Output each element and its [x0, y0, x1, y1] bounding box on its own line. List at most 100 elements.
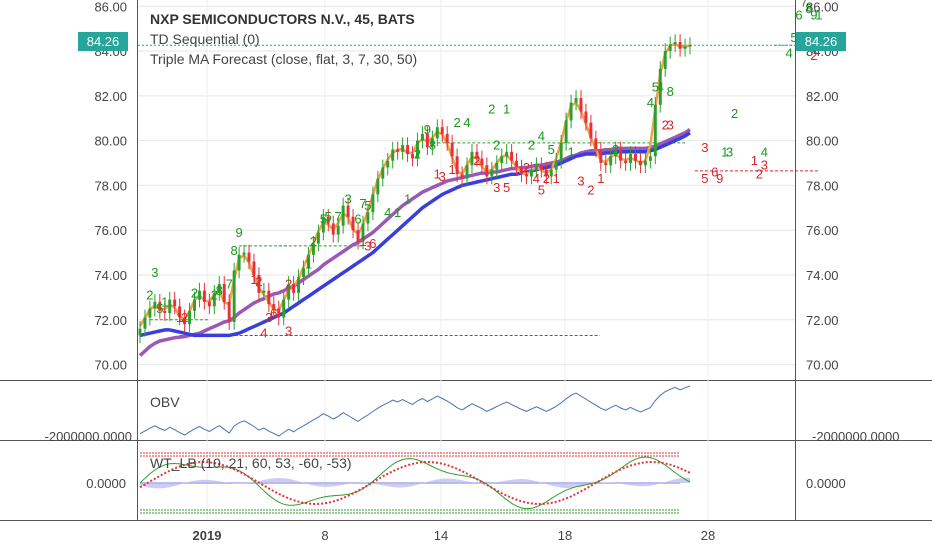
wt-pane — [139, 452, 691, 514]
candle-body — [485, 165, 489, 177]
candle-body — [549, 169, 553, 177]
td-count-label: 1 — [597, 171, 604, 186]
price-tick-right: 82.00 — [806, 89, 839, 104]
candle-body — [381, 167, 385, 179]
td-count-label: 4 — [463, 115, 470, 130]
obv-left-tick: -2000000.0000 — [45, 429, 132, 444]
td-count-label: 4 — [260, 326, 267, 341]
candle-body — [287, 283, 291, 300]
candle-body — [376, 178, 380, 195]
td-count-label: 2 — [191, 285, 198, 300]
candle-body — [311, 243, 315, 255]
candle-body — [663, 51, 667, 69]
td-count-label: 2 — [810, 48, 817, 63]
td-count-label: 7 — [335, 209, 342, 224]
td-count-label: 1 — [176, 310, 183, 325]
td-count-label: 5 — [320, 211, 327, 226]
candle-body — [455, 156, 459, 175]
candle-body — [316, 232, 320, 244]
candle-body — [297, 277, 301, 293]
last-price-right: 84.26 — [805, 34, 838, 49]
candle-body — [430, 138, 434, 148]
candle-body — [262, 290, 266, 293]
candle-body — [411, 154, 414, 159]
candle-body — [634, 154, 637, 161]
candle-body — [143, 317, 147, 329]
candle-body — [653, 104, 657, 157]
candle-body — [331, 223, 335, 235]
candle-body — [188, 310, 192, 325]
td-count-label: 3 — [364, 238, 371, 253]
td-count-label: 3 — [493, 180, 500, 195]
td-count-label: 2 — [528, 138, 535, 153]
td-count-label: 7 — [359, 196, 366, 211]
candle-body — [510, 151, 514, 161]
candle-body — [183, 317, 187, 325]
indicator-td-sequential[interactable]: TD Sequential (0) — [150, 31, 260, 47]
candle-body — [569, 102, 573, 121]
candle-body — [619, 149, 623, 161]
time-tick-label: 8 — [321, 528, 328, 543]
td-count-label: 6 — [369, 236, 376, 251]
candle-body — [178, 306, 182, 318]
td-count-label: 7 — [800, 0, 807, 9]
candle-body — [302, 268, 305, 278]
wt-left-tick: 0.0000 — [86, 476, 126, 491]
candle-body — [193, 299, 196, 311]
obv-label[interactable]: OBV — [150, 394, 180, 410]
price-tick-left: 76.00 — [94, 223, 127, 238]
candle-body — [683, 46, 687, 49]
td-count-label: 3 — [439, 169, 446, 184]
indicator-triple-ma[interactable]: Triple MA Forecast (close, flat, 3, 7, 3… — [150, 51, 417, 67]
candle-body — [257, 274, 261, 293]
td-count-label: 2 — [488, 102, 495, 117]
candle-body — [460, 174, 464, 179]
candle-body — [321, 216, 325, 233]
candle-body — [648, 156, 652, 161]
candle-body — [341, 205, 345, 226]
td-count-label: 9 — [424, 122, 431, 137]
candle-body — [292, 283, 296, 293]
candle-body — [163, 310, 167, 314]
candle-body — [336, 225, 340, 235]
candle-body — [624, 160, 628, 164]
td-count-label: 1 — [250, 272, 257, 287]
candle-body — [480, 158, 484, 166]
candle-body — [396, 149, 400, 152]
candle-body — [599, 149, 603, 164]
candle-body — [490, 169, 494, 177]
td-count-label: 1 — [305, 256, 312, 271]
td-count-label: 2 — [662, 117, 669, 132]
td-count-label: 2 — [146, 288, 153, 303]
td-count-label: 3 — [761, 158, 768, 173]
obv-right-tick: -2000000.0000 — [812, 429, 899, 444]
td-count-label: 3 — [726, 144, 733, 159]
td-count-label: 5 — [652, 79, 659, 94]
td-count-label: 1 — [359, 234, 366, 249]
td-count-label: 2 — [543, 171, 550, 186]
td-count-label: 3 — [151, 265, 158, 280]
price-tick-left: 80.00 — [94, 134, 127, 149]
td-count-label: 2 — [310, 234, 317, 249]
chart-title: NXP SEMICONDUCTORS N.V., 45, BATS — [150, 11, 415, 27]
wt-label[interactable]: WT_LB (10, 21, 60, 53, -60, -53) — [150, 455, 352, 471]
price-tick-left: 70.00 — [94, 358, 127, 373]
td-count-label: 4 — [538, 129, 545, 144]
candle-body — [371, 194, 375, 213]
time-tick-label: 18 — [558, 528, 572, 543]
td-count-label: 2 — [731, 106, 738, 121]
candle-body — [232, 270, 236, 323]
time-tick-label: 2019 — [193, 528, 222, 543]
candle-body — [525, 174, 528, 177]
td-count-label: 2 — [523, 160, 530, 175]
td-count-label: 1 — [404, 191, 411, 206]
candle-body — [391, 149, 395, 161]
td-count-label: 5 — [548, 142, 555, 157]
td-count-label: 2 — [414, 147, 421, 162]
candle-body — [326, 216, 330, 224]
candle-body — [401, 145, 405, 152]
td-count-label: 1 — [503, 102, 510, 117]
td-count-label: 8 — [429, 138, 436, 153]
td-count-label: 3 — [667, 117, 674, 132]
